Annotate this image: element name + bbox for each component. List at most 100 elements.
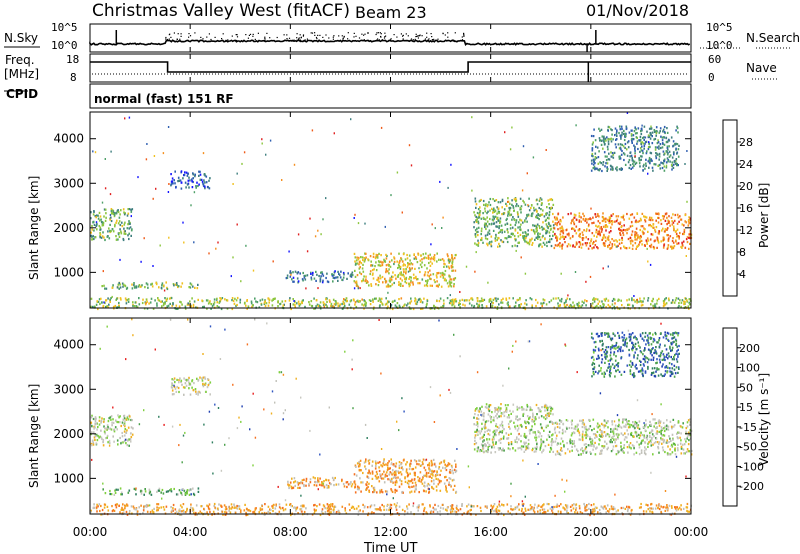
noise-point [291,39,293,41]
scatter-cell [597,214,599,217]
scatter-cell [546,216,549,219]
scatter-cell [353,287,356,290]
scatter-cell [532,229,535,232]
scatter-cell [499,230,501,233]
scatter-cell [483,412,485,415]
noise-point [396,36,398,38]
scatter-cell [500,437,502,441]
scatter-cell [455,469,458,472]
scatter-cell [658,152,661,155]
scatter-cell [442,304,445,307]
scatter-cell [501,198,504,201]
scatter-cell [570,306,573,309]
scatter-cell [685,427,688,430]
scatter-cell [635,451,638,454]
scatter-cell [597,220,600,223]
scatter-cell [475,408,477,411]
scatter-cell [507,301,509,304]
scatter-cell [406,257,409,260]
scatter-cell [323,303,326,306]
scatter-cell [474,409,477,412]
scatter-cell [606,166,608,169]
scatter-cell [206,307,208,310]
scatter-cell [627,161,630,164]
scatter-cell [391,477,393,480]
scatter-cell [175,185,177,189]
scatter-cell [519,297,521,300]
scatter-cell [507,210,509,213]
scatter-cell [547,406,549,409]
scatter-cell [354,491,357,494]
scatter-cell [96,222,98,225]
scatter-cell [557,243,560,246]
scatter-cell [359,463,361,466]
scatter-cell [656,236,658,239]
scatter-cell [455,490,458,493]
scatter-cell [611,152,614,155]
scatter-cell [370,264,372,267]
scatter-cell [126,214,129,217]
scatter-cell [292,271,294,274]
scatter-cell [485,227,487,231]
scatter-cell [346,277,348,280]
scatter-cell [609,305,612,308]
scatter-cell [365,488,368,491]
scatter-cell [526,172,528,175]
scatter-cell [392,300,394,303]
scatter-cell [388,272,390,275]
scatter-cell [578,215,581,218]
colorbar-tick-label: 16 [739,202,753,215]
scatter-cell [122,423,125,427]
scatter-cell [487,448,489,451]
scatter-cell [114,212,116,215]
scatter-cell [174,170,176,173]
scatter-cell [92,213,95,216]
scatter-cell [408,266,411,270]
scatter-cell [341,302,343,306]
noise-point [286,38,288,40]
scatter-cell [665,137,668,140]
scatter-cell [96,300,98,303]
scatter-cell [594,433,597,436]
scatter-cell [632,138,634,141]
scatter-cell [685,450,688,454]
scatter-cell [364,252,366,255]
scatter-cell [393,464,396,467]
scatter-cell [689,428,692,432]
scatter-cell [639,147,642,150]
scatter-cell [426,299,429,302]
scatter-cell [110,493,113,496]
scatter-cell [119,213,121,216]
scatter-cell [681,243,684,246]
scatter-cell [620,441,622,444]
scatter-cell [376,278,378,281]
scatter-cell [690,453,693,456]
scatter-cell [666,223,668,226]
scatter-cell [484,210,487,213]
scatter-cell [425,490,427,493]
scatter-cell [382,261,384,264]
scatter-cell [414,300,416,303]
scatter-cell [592,242,594,245]
scatter-cell [413,485,415,488]
scatter-cell [611,303,614,306]
scatter-cell [255,300,257,303]
scatter-cell [333,303,336,306]
scatter-cell [251,305,253,308]
scatter-cell [578,220,580,223]
scatter-cell [289,297,291,300]
scatter-cell [620,445,622,448]
scatter-cell [660,135,662,138]
scatter-cell [371,273,374,276]
noise-point [364,33,366,35]
scatter-cell [334,476,336,480]
scatter-cell [493,222,495,225]
scatter-cell [676,143,679,146]
scatter-cell [185,171,188,174]
scatter-cell [375,477,378,480]
scatter-cell [92,443,95,446]
scatter-cell [517,231,519,234]
scatter-cell [627,146,630,149]
scatter-cell [546,212,548,215]
scatter-cell [477,216,479,219]
